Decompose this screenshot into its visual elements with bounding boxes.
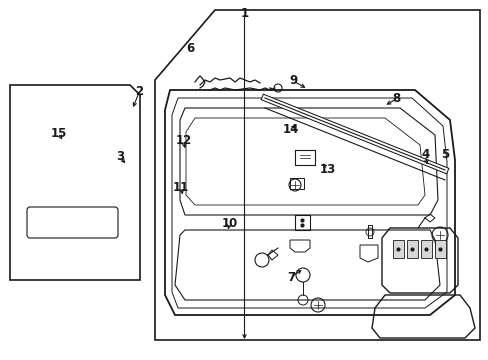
Text: 4: 4 (421, 148, 428, 161)
Bar (392, 240, 403, 258)
Text: 8: 8 (391, 93, 399, 105)
Text: 11: 11 (172, 181, 189, 194)
Text: 10: 10 (221, 217, 238, 230)
Bar (289, 178, 304, 189)
Text: 2: 2 (135, 85, 143, 98)
Text: 7: 7 (286, 271, 294, 284)
Text: 1: 1 (240, 7, 248, 20)
Text: 9: 9 (289, 75, 297, 87)
Text: 5: 5 (440, 148, 448, 161)
Text: 13: 13 (319, 163, 335, 176)
Text: 12: 12 (175, 134, 191, 147)
Text: 3: 3 (116, 150, 123, 163)
Text: 15: 15 (50, 127, 67, 140)
Bar (406, 240, 417, 258)
Bar (420, 240, 431, 258)
Bar (434, 240, 445, 258)
Text: 6: 6 (186, 42, 194, 55)
Text: 14: 14 (282, 123, 299, 136)
